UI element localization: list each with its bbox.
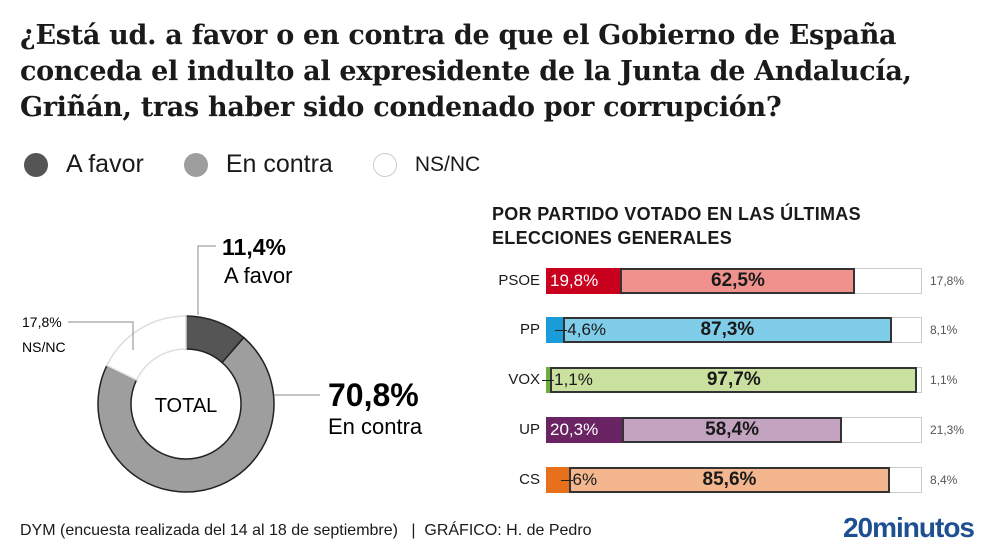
legend-item-nsnc: NS/NC	[372, 152, 481, 177]
bar-contra-label: 97,7%	[706, 369, 761, 390]
bar-nsnc-label: 21,3%	[930, 423, 965, 437]
legend-swatch	[24, 152, 48, 177]
bar-nsnc	[890, 467, 922, 493]
bar-favor-label: 1,1%	[554, 370, 593, 389]
bar-nsnc	[917, 367, 922, 393]
bar-contra: 97,7%	[550, 367, 918, 393]
leader-nsnc	[68, 321, 134, 350]
contra-value: 70,8%	[328, 377, 419, 413]
bar-contra: 58,4%	[622, 417, 842, 443]
bar-nsnc	[841, 417, 922, 443]
nsnc-value: 17,8%	[22, 314, 62, 330]
bar-contra: 87,3%	[563, 317, 892, 343]
bar-row-psoe: 62,5% 19,8%	[546, 268, 922, 294]
party-label: CS	[519, 471, 540, 488]
bar-favor	[546, 268, 621, 294]
brand-logo: 20minutos	[842, 512, 975, 543]
bar-contra-label: 58,4%	[705, 419, 760, 440]
leader-tick	[542, 380, 555, 381]
party-label: VOX	[508, 371, 540, 388]
favor-value: 11,4%	[222, 234, 286, 260]
leader-favor	[197, 245, 216, 315]
bar-favor-label: 6%	[572, 470, 598, 489]
favor-label: A favor	[224, 263, 292, 288]
legend-item-favor: A favor	[24, 150, 144, 179]
bar-row-vox: 97,7% 1,1%	[542, 367, 922, 393]
legend-label: En contra	[225, 150, 333, 178]
bar-nsnc	[891, 317, 922, 343]
bar-favor-label: 20,3%	[550, 420, 599, 439]
bar-nsnc-label: 17,8%	[930, 274, 965, 288]
party-label: UP	[519, 421, 540, 438]
donut-slice-2	[105, 315, 187, 381]
bar-row-up: 58,4% 20,3%	[546, 417, 922, 443]
legend-label: NS/NC	[414, 152, 481, 176]
bar-contra: 85,6%	[568, 467, 891, 493]
bar-favor-label: 4,6%	[567, 320, 607, 339]
party-label: PSOE	[498, 272, 540, 289]
party-label: PP	[519, 321, 540, 338]
bar-nsnc-label: 8,1%	[930, 323, 958, 337]
leader-tick	[560, 480, 573, 481]
footer: DYM (encuesta realizada del 14 al 18 de …	[20, 522, 592, 540]
legend: A favor En contra NS/NC	[24, 150, 520, 179]
nsnc-label: NS/NC	[22, 339, 66, 355]
credit-text: GRÁFICO: H. de Pedro	[424, 522, 592, 539]
source-text: DYM (encuesta realizada del 14 al 18 de …	[20, 522, 398, 539]
bar-contra: 62,5%	[620, 268, 856, 294]
bar-favor	[546, 467, 569, 493]
bar-nsnc-label: 8,4%	[930, 473, 958, 487]
bar-contra-label: 62,5%	[711, 270, 765, 291]
contra-label: En contra	[328, 414, 423, 439]
bar-chart-title: POR PARTIDO VOTADO EN LAS ÚLTIMAS ELECCI…	[492, 204, 861, 248]
bar-favor-label: 19,8%	[550, 271, 599, 290]
bar-nsnc	[855, 268, 922, 294]
separator: |	[411, 522, 416, 539]
bar-row-cs: 85,6% 6%	[546, 467, 922, 493]
donut-slice-1	[97, 336, 275, 493]
donut-chart: TOTAL 11,4% A favor 70,8% En contra 17,8…	[22, 234, 423, 493]
chart-title: ¿Está ud. a favor o en contra de que el …	[20, 20, 912, 123]
bar-favor	[546, 317, 564, 343]
bar-row-pp: 87,3% 4,6%	[546, 317, 922, 343]
legend-item-contra: En contra	[183, 150, 333, 179]
bar-contra-label: 87,3%	[700, 319, 755, 340]
legend-swatch	[372, 152, 397, 177]
legend-swatch	[183, 152, 208, 177]
bar-favor	[546, 417, 623, 443]
bar-contra-label: 85,6%	[702, 469, 757, 490]
leader-tick	[555, 330, 568, 331]
bar-nsnc-label: 1,1%	[930, 373, 958, 387]
donut-center-label: TOTAL	[155, 395, 218, 417]
legend-label: A favor	[66, 150, 144, 178]
